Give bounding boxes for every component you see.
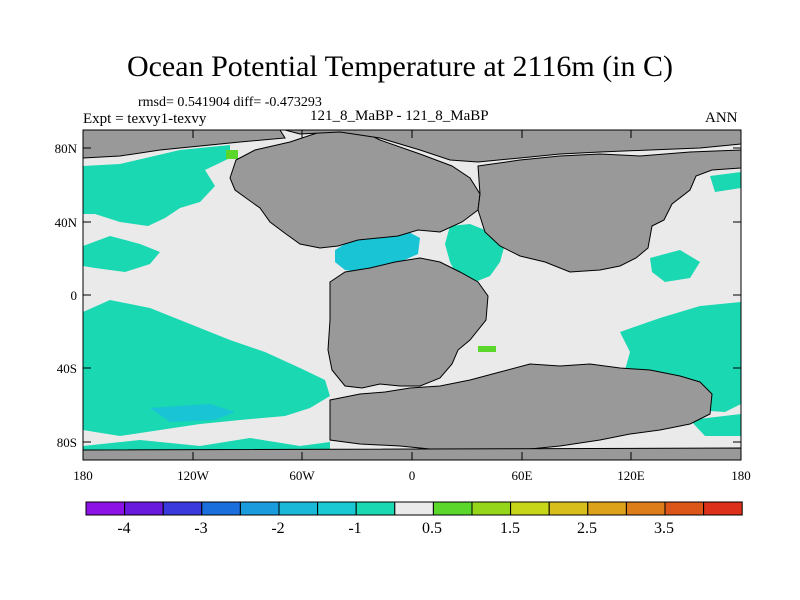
y-tick-label: 0 <box>71 288 78 303</box>
y-tick-label: 40N <box>55 215 78 230</box>
colorbar-label: 0.5 <box>422 520 442 537</box>
x-tick-label: 180 <box>73 468 93 483</box>
season-label: ANN <box>705 110 738 126</box>
anomaly-tethys-east <box>445 224 505 282</box>
colorbar-labels: -4 -3 -2 -1 0.5 1.5 2.5 3.5 <box>117 520 674 537</box>
colorbar-swatch <box>355 501 396 516</box>
y-tick-label: 40S <box>57 361 77 376</box>
warm-spot-arctic <box>226 150 238 159</box>
colorbar-swatch <box>239 501 280 516</box>
anomaly-east-pacific <box>83 236 160 272</box>
colorbar-swatch <box>201 501 241 516</box>
colorbar-swatch <box>703 501 743 516</box>
colorbar-swatch <box>471 501 512 516</box>
colorbar-swatch <box>317 501 357 516</box>
land-arctic-cap <box>284 130 741 163</box>
colorbar-swatch <box>625 501 666 516</box>
colorbar-swatch <box>278 501 319 516</box>
colorbar-swatch <box>394 501 434 516</box>
anomaly-north-pacific <box>83 145 230 226</box>
colorbar-label: -2 <box>271 520 284 537</box>
colorbar-swatch <box>664 501 705 516</box>
colorbar <box>85 501 743 516</box>
x-tick-label: 120W <box>177 468 210 483</box>
colorbar-swatch <box>162 501 203 516</box>
map-field <box>83 130 741 460</box>
x-ticks <box>82 130 742 460</box>
anomaly-south-pacific-patch <box>150 404 235 422</box>
y-tick-labels: 80N 40N 0 40S 80S <box>55 141 78 450</box>
land-masses <box>83 130 741 460</box>
case-label: 121_8_MaBP - 121_8_MaBP <box>310 108 489 124</box>
colorbar-label: -4 <box>117 520 130 537</box>
anomaly-southeast-band <box>690 414 741 436</box>
colorbar-label: 1.5 <box>500 520 520 537</box>
colorbar-swatch <box>548 501 589 516</box>
colorbar-label: -1 <box>348 520 361 537</box>
warm-anomaly-spots <box>226 150 496 352</box>
anomaly-east-mid <box>650 250 700 282</box>
y-tick-label: 80S <box>57 435 77 450</box>
colorbar-swatch <box>85 501 126 516</box>
rmsd-diff-stats: rmsd= 0.541904 diff= -0.473293 <box>138 95 322 110</box>
colorbar-label: 3.5 <box>654 520 674 537</box>
land-laurasia-east <box>477 149 741 273</box>
colorbar-swatch <box>432 501 473 516</box>
x-tick-labels: 180 120W 60W 0 60E 120E 180 <box>73 468 751 483</box>
y-tick-label: 80N <box>55 141 78 156</box>
x-tick-label: 60W <box>289 468 315 483</box>
land-arctic-west <box>83 130 286 159</box>
land-gondwana <box>327 257 489 389</box>
y-ticks <box>83 147 741 443</box>
colorbar-swatch <box>587 501 627 516</box>
x-tick-label: 120E <box>617 468 645 483</box>
x-tick-label: 60E <box>512 468 533 483</box>
plot-title: Ocean Potential Temperature at 2116m (in… <box>126 50 674 83</box>
colorbar-label: 2.5 <box>577 520 597 537</box>
colorbar-swatch <box>510 501 550 516</box>
warm-spot-south <box>478 346 496 352</box>
anomaly-south-pacific <box>83 300 330 436</box>
x-tick-label: 0 <box>409 468 416 483</box>
experiment-label: Expt = texvy1-texvy <box>83 111 207 127</box>
x-tick-label: 180 <box>731 468 751 483</box>
colorbar-swatch <box>124 501 164 516</box>
anomaly-east-north <box>710 172 741 192</box>
colorbar-label: -3 <box>194 520 207 537</box>
